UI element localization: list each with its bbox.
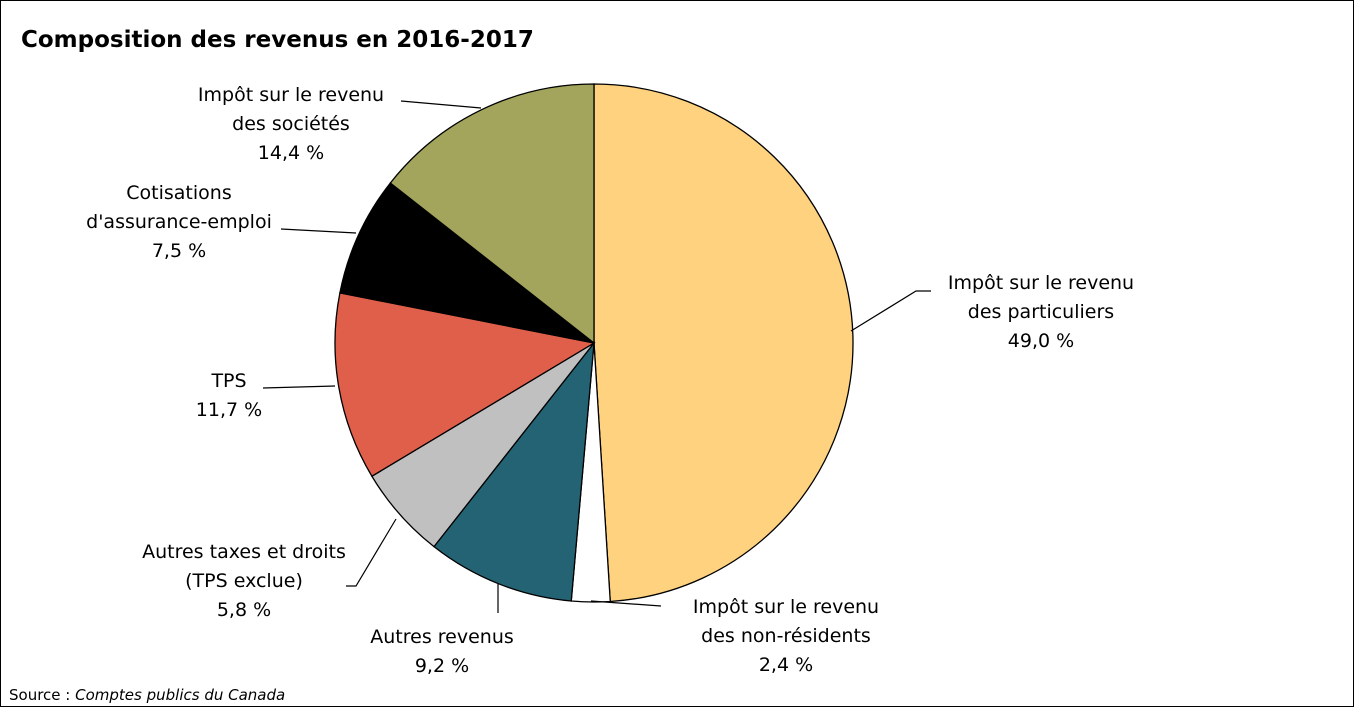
source-label: Source : — [9, 686, 71, 704]
leader-line — [280, 228, 357, 234]
category-label: Autres taxes et droits (TPS exclue) — [142, 541, 346, 592]
category-label: Impôt sur le revenu des non-résidents — [692, 596, 880, 647]
pie-slice — [339, 182, 595, 344]
value-label: 14,4 % — [257, 142, 325, 164]
value-label: 49,0 % — [1007, 330, 1075, 352]
slice-label: Impôt sur le revenu des particuliers 49,0… — [948, 269, 1134, 356]
value-label: 2,4 % — [758, 654, 814, 676]
pie-slice — [593, 83, 854, 603]
category-label: TPS — [211, 370, 247, 392]
category-label: Impôt sur le revenu des sociétés — [197, 84, 385, 135]
slice-label: Autres revenus 9,2 % — [370, 623, 514, 681]
value-label: 5,8 % — [216, 599, 272, 621]
source-note: Source : Comptes publics du Canada — [9, 686, 285, 704]
slice-label: Autres taxes et droits (TPS exclue) 5,8 % — [142, 538, 346, 625]
leader-line — [262, 385, 336, 389]
chart-title: Composition des revenus en 2016-2017 — [21, 27, 534, 53]
slice-label: TPS 11,7 % — [196, 367, 262, 425]
pie-slice — [334, 292, 596, 478]
value-label: 11,7 % — [195, 399, 263, 421]
leader-line — [346, 518, 397, 587]
pie-slice — [433, 340, 595, 602]
slice-label: Impôt sur le revenu des sociétés 14,4 % — [198, 81, 384, 168]
slice-label: Impôt sur le revenu des non-résidents 2,4… — [693, 593, 879, 680]
value-label: 9,2 % — [414, 655, 470, 677]
leader-line — [850, 290, 931, 332]
category-label: Impôt sur le revenu des particuliers — [947, 272, 1135, 323]
leader-line — [400, 100, 482, 109]
leader-line — [590, 600, 662, 607]
pie-slice — [389, 83, 595, 345]
value-label: 7,5 % — [151, 240, 207, 262]
source-text: Comptes publics du Canada — [75, 686, 286, 704]
slice-label: Cotisations d'assurance-emploi 7,5 % — [86, 179, 272, 266]
category-label: Cotisations d'assurance-emploi — [86, 182, 272, 233]
category-label: Autres revenus — [370, 626, 514, 648]
